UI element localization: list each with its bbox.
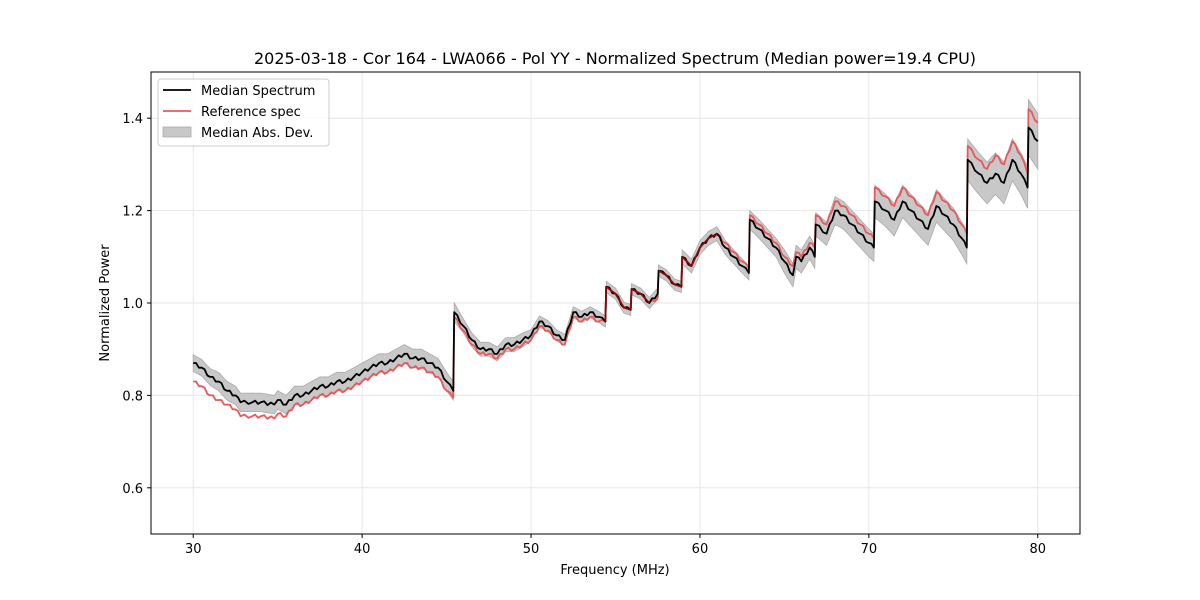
y-tick-label: 1.0 (122, 297, 143, 312)
legend-label-median: Median Spectrum (201, 84, 315, 99)
overlap-segment (604, 286, 608, 322)
overlap-segment (623, 306, 631, 311)
overlap-segment (658, 269, 667, 277)
x-tick-label: 30 (185, 542, 202, 557)
y-axis: 0.6 0.8 1.0 1.2 1.4 (122, 112, 151, 497)
overlap-segment (665, 274, 676, 286)
x-tick-label: 60 (692, 542, 709, 557)
x-axis-label: Frequency (MHz) (560, 563, 669, 578)
overlap-segment (707, 232, 718, 240)
overlap-segment (631, 288, 642, 295)
overlap-segment (690, 247, 701, 267)
overlap-segment (640, 293, 650, 304)
overlap-segment (605, 286, 617, 295)
x-tick-label: 80 (1029, 542, 1046, 557)
y-axis-label: Normalized Power (98, 244, 113, 362)
chart-title: 2025-03-18 - Cor 164 - LWA066 - Pol YY -… (254, 49, 976, 68)
series-layer (193, 108, 1039, 420)
y-tick-label: 0.8 (122, 389, 143, 404)
legend-swatch-mad (162, 126, 192, 138)
overlap-segment (681, 256, 693, 267)
x-axis: 30 40 50 60 70 80 (185, 534, 1046, 557)
mad-band-layer (192, 98, 1039, 415)
x-tick-label: 70 (861, 542, 878, 557)
legend-box (157, 78, 330, 147)
overlap-segment (680, 256, 684, 287)
y-tick-label: 1.4 (122, 112, 143, 127)
y-tick-label: 0.6 (122, 482, 143, 497)
legend-label-mad: Median Abs. Dev. (201, 126, 313, 141)
legend: Median Spectrum Reference spec Median Ab… (157, 78, 330, 147)
mad-band (192, 98, 1039, 415)
y-tick-label: 1.2 (122, 205, 143, 220)
x-tick-label: 40 (354, 542, 371, 557)
overlap-segment (614, 293, 625, 309)
x-tick-label: 50 (523, 542, 540, 557)
overlap-segment (674, 283, 682, 288)
legend-label-reference: Reference spec (201, 105, 301, 120)
overlap-segment (629, 289, 633, 310)
overlap-segment (699, 237, 710, 249)
